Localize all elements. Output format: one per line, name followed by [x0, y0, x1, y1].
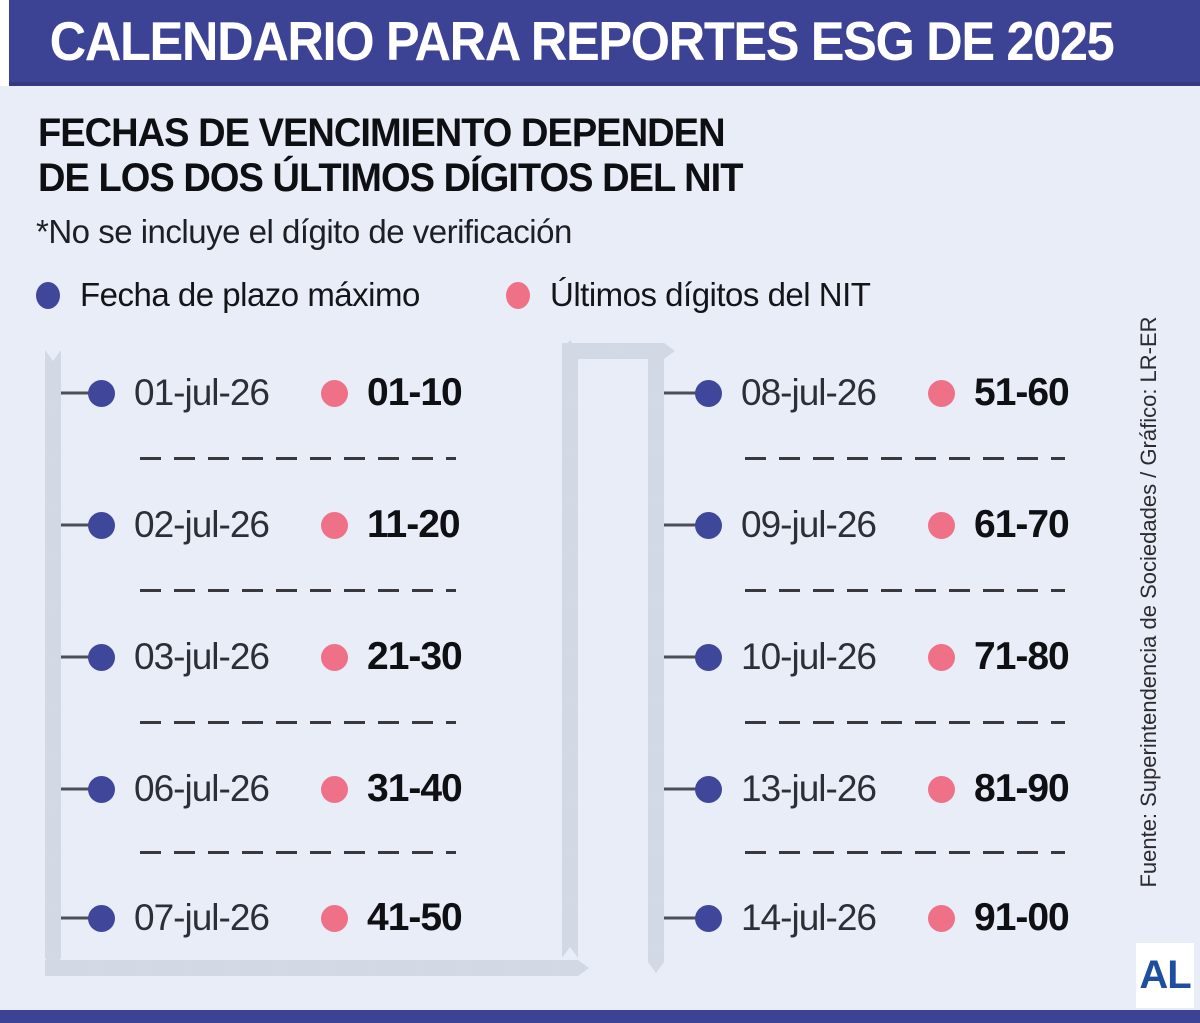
timeline-entry: 10-jul-26 71-80 — [695, 631, 1070, 683]
nit-range: 51-60 — [974, 371, 1070, 414]
legend-item-nit: Últimos dígitos del NIT — [506, 274, 871, 316]
legend-item-date: Fecha de plazo máximo — [36, 274, 420, 316]
pink-dot-icon — [506, 281, 530, 309]
legend-label-nit: Últimos dígitos del NIT — [550, 276, 871, 313]
page-title: CALENDARIO PARA REPORTES ESG DE 2025 — [49, 10, 1115, 72]
timeline-entry: 08-jul-26 51-60 — [695, 367, 1070, 419]
nit-range: 71-80 — [974, 635, 1070, 678]
timeline-entry: 06-jul-26 31-40 — [88, 763, 463, 815]
date-dot-icon — [88, 904, 115, 932]
nit-dot-icon — [928, 643, 955, 671]
date-dot-icon — [88, 643, 115, 671]
nit-dot-icon — [321, 379, 348, 407]
nit-range: 91-00 — [974, 896, 1070, 939]
deadline-date: 09-jul-26 — [741, 504, 877, 545]
nit-dot-icon — [321, 511, 348, 539]
nit-dot-icon — [928, 511, 955, 539]
deadline-date: 07-jul-26 — [134, 897, 270, 938]
timeline-entry: 13-jul-26 81-90 — [695, 763, 1070, 815]
deadline-date: 02-jul-26 — [134, 504, 270, 545]
nit-dot-icon — [321, 643, 348, 671]
timeline-entry: 09-jul-26 61-70 — [695, 499, 1070, 551]
nit-range: 11-20 — [367, 503, 461, 546]
nit-range: 61-70 — [974, 503, 1070, 546]
date-dot-icon — [695, 643, 722, 671]
timeline-entry: 01-jul-26 01-10 — [88, 367, 463, 419]
footer-bar — [0, 1010, 1200, 1023]
nit-range: 01-10 — [367, 371, 463, 414]
row-separator — [140, 589, 456, 592]
timeline-entry: 03-jul-26 21-30 — [88, 631, 463, 683]
deadline-date: 13-jul-26 — [741, 768, 877, 809]
subtitle-line1: FECHAS DE VENCIMIENTO DEPENDEN — [38, 111, 726, 155]
row-separator — [140, 851, 456, 854]
date-dot-icon — [88, 775, 115, 803]
timeline-entry: 02-jul-26 11-20 — [88, 499, 461, 551]
nit-range: 31-40 — [367, 767, 463, 810]
row-separator — [140, 457, 456, 460]
subtitle: FECHAS DE VENCIMIENTO DEPENDEN DE LOS DO… — [38, 111, 743, 201]
nit-dot-icon — [321, 775, 348, 803]
deadline-date: 01-jul-26 — [134, 372, 270, 413]
nit-dot-icon — [321, 904, 348, 932]
date-dot-icon — [695, 904, 722, 932]
deadline-date: 14-jul-26 — [741, 897, 877, 938]
nit-range: 41-50 — [367, 896, 463, 939]
nit-range: 81-90 — [974, 767, 1070, 810]
date-dot-icon — [88, 379, 115, 407]
al-logo: AL — [1136, 943, 1194, 1008]
row-separator — [745, 589, 1065, 592]
row-separator — [745, 851, 1065, 854]
deadline-date: 10-jul-26 — [741, 636, 877, 677]
nit-dot-icon — [928, 775, 955, 803]
timeline-entry: 07-jul-26 41-50 — [88, 892, 463, 944]
subtitle-line2: DE LOS DOS ÚLTIMOS DÍGITOS DEL NIT — [38, 156, 743, 200]
nit-range: 21-30 — [367, 635, 463, 678]
header-bar: CALENDARIO PARA REPORTES ESG DE 2025 — [0, 0, 1200, 86]
nit-dot-icon — [928, 379, 955, 407]
legend-label-date: Fecha de plazo máximo — [80, 276, 420, 313]
blue-dot-icon — [36, 281, 60, 309]
date-dot-icon — [695, 511, 722, 539]
row-separator — [745, 721, 1065, 724]
timeline-entry: 14-jul-26 91-00 — [695, 892, 1070, 944]
al-logo-text: AL — [1139, 953, 1191, 997]
nit-dot-icon — [928, 904, 955, 932]
date-dot-icon — [695, 379, 722, 407]
date-dot-icon — [88, 511, 115, 539]
footnote: *No se incluye el dígito de verificación — [36, 213, 572, 250]
corner-notch — [0, 0, 9, 86]
deadline-date: 06-jul-26 — [134, 768, 270, 809]
row-separator — [745, 457, 1065, 460]
row-separator — [140, 721, 456, 724]
deadline-date: 03-jul-26 — [134, 636, 270, 677]
date-dot-icon — [695, 775, 722, 803]
deadline-date: 08-jul-26 — [741, 372, 877, 413]
